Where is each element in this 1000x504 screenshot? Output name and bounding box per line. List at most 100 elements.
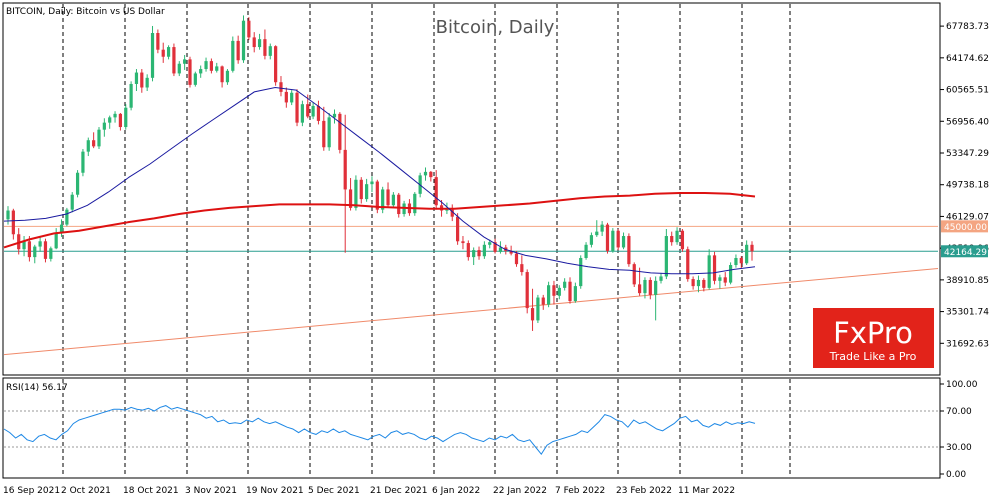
candle-body	[739, 257, 743, 264]
candle-body	[252, 37, 256, 48]
candle-body	[209, 61, 214, 71]
date-tick-label: 11 Mar 2022	[678, 486, 735, 496]
candle-body	[509, 250, 513, 254]
price-tick-label: 60565.51	[946, 86, 989, 96]
candle-body	[434, 177, 438, 206]
price-tick-label: 67783.73	[946, 22, 989, 32]
rsi-pane-frame	[2, 377, 941, 479]
moving-average-long	[3, 192, 756, 249]
date-tick-label: 16 Sep 2021	[3, 486, 60, 496]
date-tick-label: 19 Nov 2021	[246, 486, 304, 496]
candle-body	[584, 244, 588, 258]
candle-body	[637, 284, 642, 294]
current-price-badge	[941, 245, 988, 258]
price-tick-label: 64174.62	[946, 54, 989, 64]
candle-body	[92, 140, 96, 147]
candle-body	[354, 179, 358, 208]
candle-body	[520, 264, 524, 273]
candle-body	[659, 276, 663, 281]
candle-body	[664, 236, 668, 277]
price-tick-label: 35301.74	[946, 308, 989, 318]
date-tick-label: 21 Dec 2021	[370, 486, 428, 496]
candle-body	[247, 20, 251, 38]
candle-body	[38, 241, 42, 247]
candle-body	[595, 231, 599, 236]
candle-body	[22, 241, 26, 250]
symbol-label: BITCOIN, Daily: Bitcoin vs US Dollar	[6, 7, 165, 17]
candle-body	[675, 230, 679, 243]
candle-body	[702, 279, 706, 288]
candle-body	[605, 224, 610, 251]
candle-body	[332, 113, 337, 118]
candle-body	[381, 189, 385, 210]
candle-body	[118, 113, 123, 128]
candle-body	[648, 279, 652, 295]
candle-body	[97, 129, 101, 147]
candle-body	[466, 243, 470, 258]
price-tick-label: 46129.07	[946, 212, 989, 222]
candle-body	[81, 151, 85, 173]
level-price-badge	[941, 220, 988, 233]
candle-body	[498, 247, 503, 252]
candle-body	[712, 255, 717, 281]
candle-body	[236, 40, 240, 61]
candle-body	[161, 49, 165, 57]
candle-body	[691, 279, 695, 287]
date-tick-label: 2 Oct 2021	[61, 486, 111, 496]
candle-body	[370, 181, 374, 185]
candle-body	[707, 255, 711, 288]
candle-body	[284, 91, 288, 103]
candle-body	[397, 194, 401, 215]
candle-body	[150, 33, 155, 78]
candle-body	[745, 244, 749, 264]
candle-body	[552, 285, 556, 296]
candle-body	[456, 216, 460, 242]
date-tick-label: 3 Nov 2021	[185, 486, 237, 496]
level-price-label: 45000.00	[944, 223, 987, 233]
candle-body	[241, 20, 246, 61]
candle-body	[145, 77, 149, 88]
candle-body	[86, 140, 90, 152]
candle-body	[134, 72, 139, 84]
candle-body	[183, 59, 187, 64]
date-tick-label: 7 Feb 2022	[555, 486, 605, 496]
price-axis: 67783.73 64174.62 60565.51 56956.40 53347.29…	[940, 22, 989, 349]
fxpro-tagline: Trade Like a Pro	[829, 350, 917, 363]
candle-body	[343, 149, 347, 190]
candle-body	[482, 244, 486, 257]
candle-body	[140, 72, 144, 88]
candle-body	[199, 69, 203, 74]
candle-body	[718, 277, 722, 281]
candle-body	[311, 105, 315, 117]
candle-body	[215, 66, 219, 71]
date-axis: 16 Sep 2021 2 Oct 2021 18 Oct 2021 3 Nov 20…	[3, 486, 735, 496]
candle-body	[43, 241, 48, 259]
candle-body	[568, 281, 572, 302]
candle-body	[477, 250, 481, 257]
rsi-line	[3, 405, 756, 456]
date-tick-label: 6 Jan 2022	[432, 486, 480, 496]
candle-body	[54, 232, 58, 249]
current-price-label: 42164.29	[944, 248, 987, 258]
price-pane-frame	[2, 2, 941, 376]
candle-body	[450, 209, 454, 217]
candle-body	[530, 308, 535, 321]
candle-body	[338, 113, 342, 150]
candle-body	[193, 73, 197, 85]
price-tick-label: 53347.29	[946, 149, 989, 159]
candle-body	[316, 105, 321, 121]
candle-body	[263, 39, 267, 56]
candle-body	[27, 241, 32, 258]
candle-body	[589, 235, 594, 245]
candle-body	[70, 194, 74, 210]
support-trendline	[3, 268, 939, 356]
candle-body	[49, 248, 53, 259]
date-tick-label: 5 Dec 2021	[308, 486, 360, 496]
candle-body	[600, 224, 604, 232]
candle-body	[166, 47, 171, 57]
candle-body	[750, 244, 754, 252]
candle-body	[300, 104, 304, 123]
candle-body	[279, 82, 283, 92]
candle-body	[686, 249, 690, 280]
